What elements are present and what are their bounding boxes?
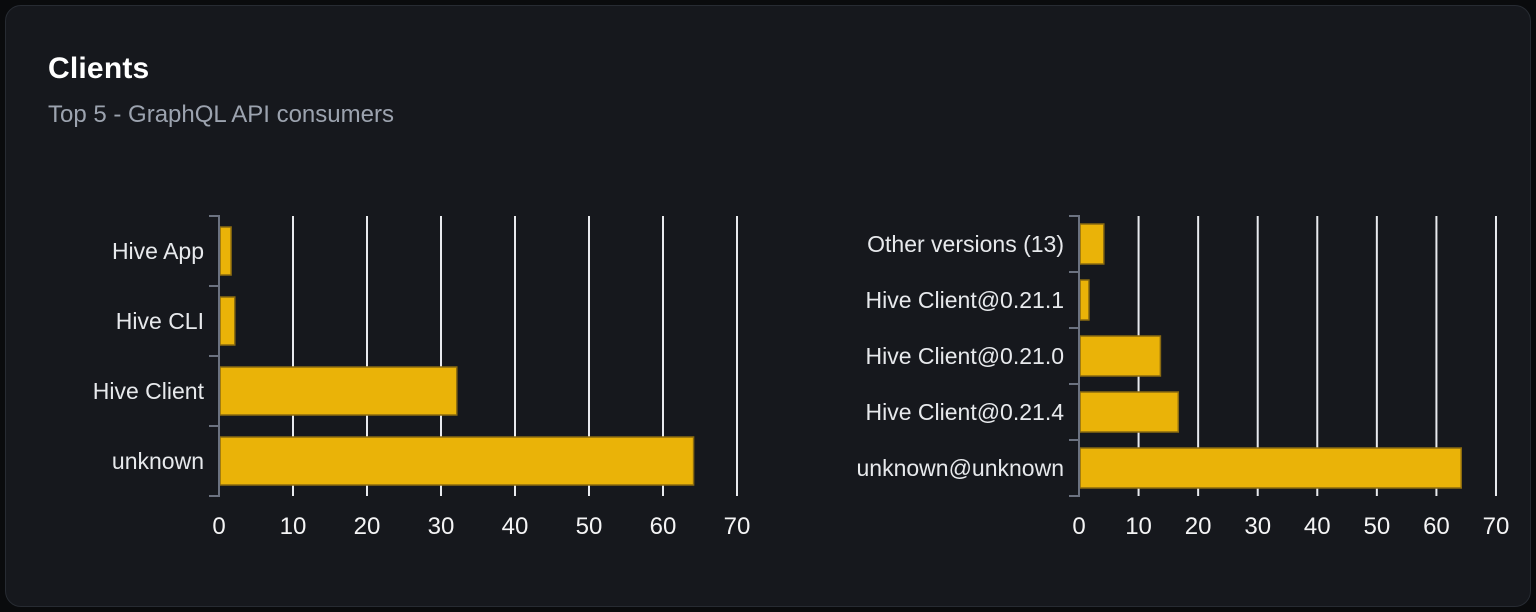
x-tick-label: 50 <box>1363 513 1390 540</box>
bar[interactable] <box>1079 335 1162 377</box>
category-label: Hive Client <box>93 378 205 404</box>
x-tick-label: 10 <box>1125 513 1152 540</box>
x-tick-label: 70 <box>1483 513 1510 540</box>
clients-bar-chart-right: Other versions (13) Hive Client@0.21.1 Hiv… <box>857 215 1510 540</box>
bar[interactable] <box>1079 223 1105 265</box>
bar[interactable] <box>219 366 458 416</box>
clients-bar-chart-left: Hive App Hive CLI Hive Client unknown 0 10 20 3… <box>93 215 751 540</box>
x-tick-label: 60 <box>1423 513 1450 540</box>
x-tick-label: 20 <box>1185 513 1212 540</box>
x-tick-label: 30 <box>1244 513 1271 540</box>
category-label: unknown <box>112 448 204 474</box>
category-label: Other versions (13) <box>867 231 1064 257</box>
x-tick-label: 0 <box>212 513 225 540</box>
x-tick-label: 30 <box>428 513 455 540</box>
page-title: Clients <box>48 52 150 85</box>
category-label: Hive App <box>112 238 204 264</box>
bar[interactable] <box>1079 391 1180 433</box>
bar[interactable] <box>1079 279 1090 321</box>
x-tick-label: 10 <box>280 513 307 540</box>
x-tick-label: 50 <box>576 513 603 540</box>
bar[interactable] <box>1079 447 1462 489</box>
category-label: Hive Client@0.21.4 <box>866 399 1065 425</box>
bar[interactable] <box>219 296 236 346</box>
x-tick-label: 40 <box>1304 513 1331 540</box>
bar[interactable] <box>219 226 232 276</box>
page-subtitle: Top 5 - GraphQL API consumers <box>48 101 394 128</box>
category-label: Hive CLI <box>116 308 204 334</box>
x-tick-label: 40 <box>502 513 529 540</box>
x-tick-label: 0 <box>1072 513 1085 540</box>
category-label: Hive Client@0.21.0 <box>866 343 1065 369</box>
x-tick-label: 60 <box>650 513 677 540</box>
category-label: Hive Client@0.21.1 <box>866 287 1065 313</box>
bar[interactable] <box>219 436 695 486</box>
x-tick-label: 20 <box>354 513 381 540</box>
category-label: unknown@unknown <box>857 455 1064 481</box>
x-tick-label: 70 <box>724 513 751 540</box>
clients-card: Clients Top 5 - GraphQL API consumers Hi… <box>5 5 1531 607</box>
